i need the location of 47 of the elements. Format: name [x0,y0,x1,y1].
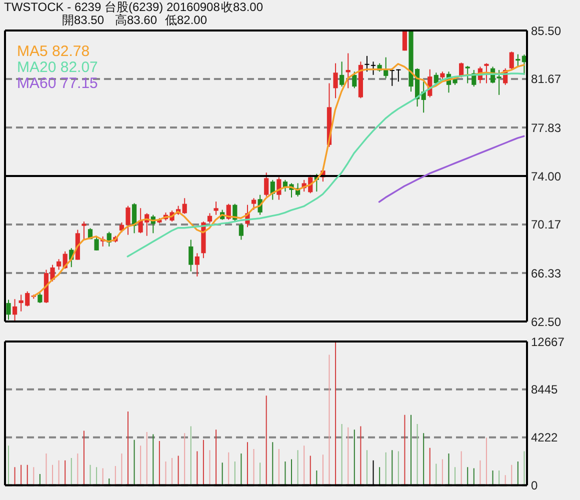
text: 低82.00 [165,13,208,27]
y-tick-label: 12667 [531,334,565,349]
candlestick [126,205,130,236]
text: MA5 82.78 [17,43,90,60]
candlestick [484,62,489,84]
text: 高83.60 [115,13,158,27]
candlestick [264,172,269,197]
y-tick-label: 77.83 [531,120,562,135]
candlestick [346,52,350,89]
text: 收83.00 [221,0,264,14]
y-tick-label: 81.67 [531,72,562,86]
candlestick [182,198,187,214]
candlestick [38,292,42,304]
y-tick-label: 62.50 [531,314,562,329]
candlestick [188,239,194,272]
text: MA60 77.15 [17,75,98,92]
text: 開83.50 [62,13,104,27]
chart-title: TWSTOCK - 6239 台股(6239) 20160908 [4,0,220,14]
y-tick-label: 0 [531,478,538,493]
line-series [378,135,525,203]
candlestick [214,201,218,216]
y-tick-label: 74.00 [531,169,562,184]
candlestick [238,222,244,240]
candlestick [207,212,212,224]
candlestick [56,258,62,270]
candlestick [251,198,256,210]
y-tick-label: 66.33 [531,266,562,280]
candlestick [496,69,502,96]
candlestick [194,252,200,277]
candlestick [516,54,520,68]
y-tick-label: 70.17 [531,218,562,232]
y-tick-label: 85.50 [531,24,562,38]
candlestick [6,299,11,320]
text: MA20 82.07 [17,59,98,76]
y-tick-label: 4222 [531,430,558,445]
candlestick [82,221,86,240]
candlestick [94,235,99,251]
y-tick-label: 8445 [531,382,558,397]
candlestick [340,61,344,88]
candlestick [12,298,18,322]
candlestick [364,55,370,72]
candlestick [352,71,357,89]
candlestick [132,202,137,234]
candlestick [465,65,470,84]
candlestick [333,62,338,99]
candlestick [370,61,376,76]
candlestick [509,51,514,70]
